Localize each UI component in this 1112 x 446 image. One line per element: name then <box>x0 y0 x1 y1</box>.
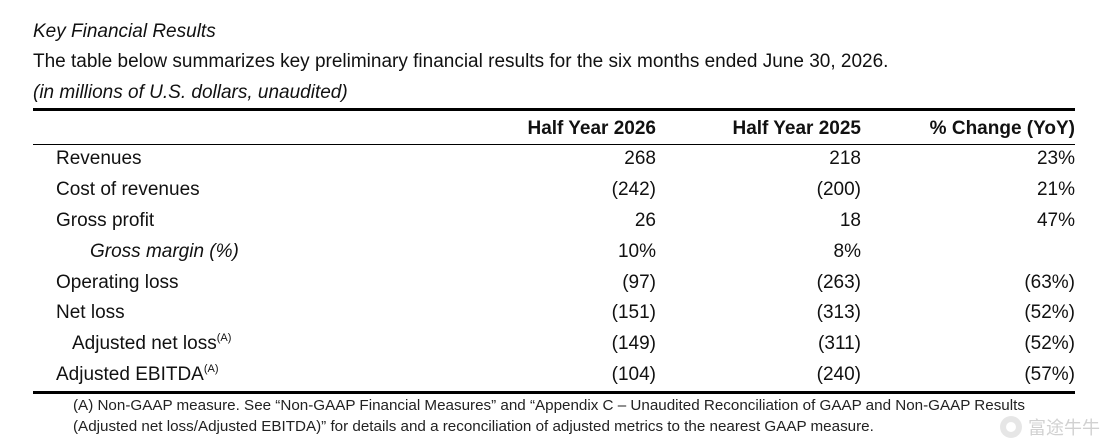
row-label-text: Adjusted EBITDA <box>56 363 204 385</box>
row-label-operating-loss: Operating loss <box>33 267 478 298</box>
cell-half-year-2025: (263) <box>816 271 861 293</box>
watermark-logo-icon <box>1000 416 1022 438</box>
table-row: Net loss (151) (313) (52%) <box>33 298 1085 329</box>
row-label-cost-of-revenues: Cost of revenues <box>33 175 478 206</box>
table-row: Cost of revenues (242) (200) 21% <box>33 175 1085 206</box>
row-label-net-loss: Net loss <box>33 298 478 329</box>
table-row: Operating loss (97) (263) (63%) <box>33 267 1085 298</box>
cell-half-year-2025: 18 <box>839 209 861 231</box>
report-description: The table below summarizes key prelimina… <box>33 51 889 72</box>
cell-change: (57%) <box>1024 363 1075 385</box>
cell-half-year-2026: 26 <box>634 209 656 231</box>
cell-half-year-2025: (313) <box>816 302 861 324</box>
row-label-text: Cost of revenues <box>56 179 200 201</box>
cell-change <box>861 236 1085 267</box>
row-label-text: Revenues <box>56 148 142 170</box>
cell-change: 47% <box>1036 209 1075 231</box>
column-header-change: % Change (YoY) <box>929 117 1075 139</box>
table-row: Gross profit 26 18 47% <box>33 206 1085 237</box>
cell-half-year-2026: 10% <box>617 240 656 262</box>
cell-half-year-2026: (97) <box>622 271 656 293</box>
cell-half-year-2025: 218 <box>829 148 861 170</box>
cell-half-year-2025: (240) <box>816 363 861 385</box>
watermark: 富途牛牛 <box>1000 414 1100 440</box>
cell-half-year-2025: 8% <box>833 240 861 262</box>
footnote-text: (A) Non-GAAP measure. See “Non-GAAP Fina… <box>73 397 1025 435</box>
table-bottom-rule <box>33 391 1075 394</box>
row-label-gross-profit: Gross profit <box>33 206 478 237</box>
cell-half-year-2026: (151) <box>611 302 656 324</box>
row-label-adjusted-ebitda: Adjusted EBITDA(A) <box>33 360 478 391</box>
cell-change: (52%) <box>1024 302 1075 324</box>
row-label-text: Net loss <box>56 302 125 324</box>
table-row: Adjusted EBITDA(A) (104) (240) (57%) <box>33 360 1085 391</box>
column-header-half-year-2025: Half Year 2025 <box>732 117 861 139</box>
table-row: Revenues 268 218 23% <box>33 144 1085 175</box>
column-header-half-year-2026: Half Year 2026 <box>527 117 656 139</box>
row-label-text: Gross margin (%) <box>90 240 239 262</box>
table-row: Adjusted net loss(A) (149) (311) (52%) <box>33 329 1085 360</box>
cell-change: (52%) <box>1024 333 1075 355</box>
row-label-adjusted-net-loss: Adjusted net loss(A) <box>33 329 478 360</box>
cell-change: 23% <box>1036 148 1075 170</box>
row-label-gross-margin: Gross margin (%) <box>33 236 478 267</box>
column-header-label <box>33 113 478 144</box>
footnote-marker: (A) <box>216 332 232 345</box>
cell-half-year-2026: (104) <box>611 363 656 385</box>
header-divider <box>33 144 1075 145</box>
cell-half-year-2025: (311) <box>818 333 861 355</box>
row-label-text: Adjusted net loss <box>72 333 217 355</box>
row-label-text: Gross profit <box>56 209 155 231</box>
cell-half-year-2026: 268 <box>624 148 656 170</box>
cell-change: (63%) <box>1024 271 1075 293</box>
units-note: (in millions of U.S. dollars, unaudited) <box>33 82 348 103</box>
cell-half-year-2026: (149) <box>611 333 656 355</box>
table-header-row: Half Year 2026 Half Year 2025 % Change (… <box>33 113 1085 144</box>
cell-change: 21% <box>1036 179 1075 201</box>
watermark-text: 富途牛牛 <box>1028 418 1100 439</box>
row-label-text: Operating loss <box>56 271 179 293</box>
cell-half-year-2026: (242) <box>611 179 656 201</box>
table-top-rule <box>33 108 1075 111</box>
footnote-marker: (A) <box>203 362 219 375</box>
cell-half-year-2025: (200) <box>816 179 861 201</box>
row-label-revenues: Revenues <box>33 144 478 175</box>
table-row: Gross margin (%) 10% 8% <box>33 236 1085 267</box>
report-title: Key Financial Results <box>33 21 216 42</box>
financial-results-table: Half Year 2026 Half Year 2025 % Change (… <box>33 113 1085 390</box>
